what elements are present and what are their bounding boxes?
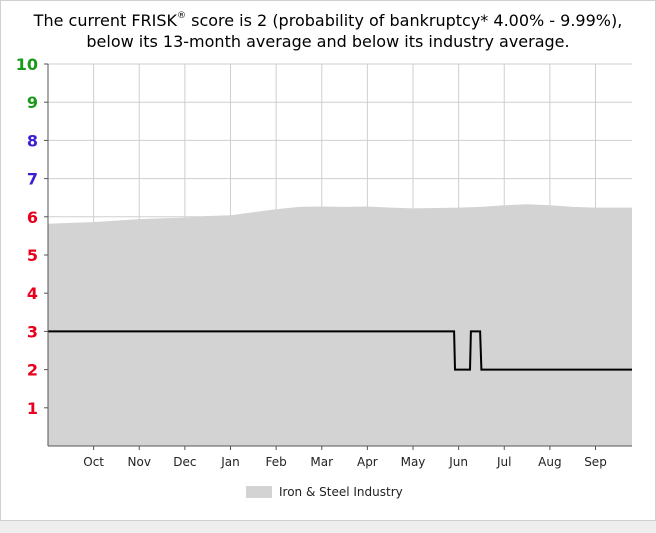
- x-tick-label-feb: Feb: [266, 455, 287, 469]
- legend-label: Iron & Steel Industry: [279, 485, 403, 499]
- y-tick-label-5: 5: [27, 246, 38, 265]
- x-tick-label-mar: Mar: [310, 455, 333, 469]
- x-tick-labels: Oct Nov Dec Jan Feb Mar Apr May Jun Jul Aug Sep: [83, 455, 607, 469]
- frisk-score-line: [48, 330, 632, 371]
- legend: Iron & Steel Industry: [246, 484, 403, 500]
- x-tick-label-jul: Jul: [496, 455, 511, 469]
- frisk-headline: The current FRISK® score is 2 (probabili…: [0, 6, 656, 52]
- x-tick-label-dec: Dec: [173, 455, 196, 469]
- x-tick-label-apr: Apr: [357, 455, 378, 469]
- y-tick-label-6: 6: [27, 208, 38, 227]
- y-tick-label-4: 4: [27, 284, 38, 303]
- y-tick-label-10: 10: [16, 55, 38, 74]
- y-tick-label-7: 7: [27, 170, 38, 189]
- y-tick-label-2: 2: [27, 361, 38, 380]
- y-tick-label-1: 1: [27, 399, 38, 418]
- y-tick-label-3: 3: [27, 322, 38, 341]
- x-tick-label-sep: Sep: [584, 455, 607, 469]
- x-tick-label-may: May: [401, 455, 426, 469]
- industry-area: [48, 204, 632, 446]
- y-tick-label-8: 8: [27, 131, 38, 150]
- bottom-strip: [0, 521, 656, 533]
- x-tick-label-jan: Jan: [220, 455, 240, 469]
- y-tick-label-9: 9: [27, 93, 38, 112]
- x-tick-label-aug: Aug: [538, 455, 561, 469]
- registered-mark: ®: [177, 11, 187, 21]
- axes: [44, 63, 632, 450]
- industry-area-fill: [48, 204, 632, 446]
- headline-line-2: below its 13-month average and below its…: [86, 32, 570, 51]
- headline-line-1: The current FRISK® score is 2 (probabili…: [33, 11, 623, 30]
- x-tick-label-nov: Nov: [128, 455, 151, 469]
- x-tick-label-jun: Jun: [448, 455, 468, 469]
- x-tick-label-oct: Oct: [83, 455, 104, 469]
- y-tick-labels: 1 2 3 4 5 6 7 8 9 10: [16, 55, 38, 418]
- legend-swatch: [246, 486, 272, 498]
- score-line: [48, 330, 632, 371]
